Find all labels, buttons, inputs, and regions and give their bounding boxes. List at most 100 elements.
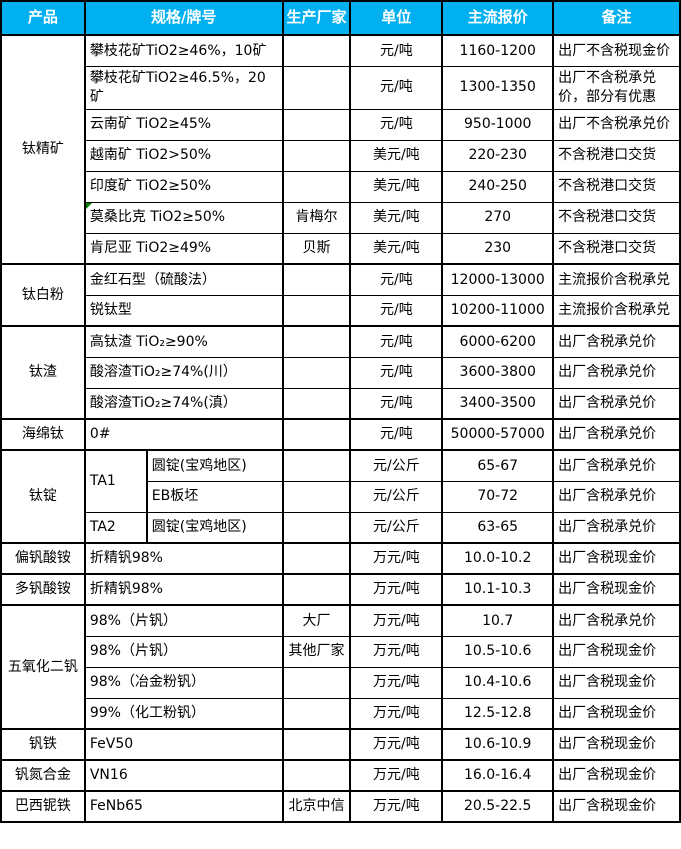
spec-cell: 99%（化工粉钒） (83, 697, 284, 730)
col-header-product: 产品 (0, 0, 86, 36)
price-cell: 10.1-10.3 (441, 573, 555, 606)
note-cell: 出厂不含税承兑价，部分有优惠 (552, 65, 681, 110)
spec-cell: 酸溶渣TiO₂≥74%(川） (83, 356, 284, 389)
form-cell: 圆锭(宝鸡地区) (145, 511, 284, 544)
manufacturer-cell (281, 542, 352, 575)
price-cell: 63-65 (441, 511, 555, 544)
product-cell: 钛白粉 (0, 263, 86, 327)
spec-cell: 98%（冶金粉钒） (83, 666, 284, 699)
manufacturer-cell (281, 511, 352, 544)
unit-cell: 元/公斤 (349, 449, 444, 482)
note-cell: 出厂不含税现金价 (552, 34, 681, 67)
price-cell: 12.5-12.8 (441, 697, 555, 730)
table-row: 锐钛型 元/吨 10200-11000 主流报价含税承兑 (1, 294, 681, 327)
table-row: 99%（化工粉钒） 万元/吨 12.5-12.8 出厂含税现金价 (1, 697, 681, 730)
note-cell: 出厂含税现金价 (552, 542, 681, 575)
note-cell: 出厂含税现金价 (552, 759, 681, 792)
note-cell: 出厂含税现金价 (552, 573, 681, 606)
spec-cell: 肯尼亚 TiO2≥49% (83, 232, 284, 265)
table-row: 海绵钛 0# 元/吨 50000-57000 出厂含税承兑价 (0, 418, 681, 451)
unit-cell: 元/公斤 (349, 480, 444, 513)
price-cell: 10.0-10.2 (441, 542, 555, 575)
table-row: 肯尼亚 TiO2≥49% 贝斯 美元/吨 230 不含税港口交货 (1, 232, 681, 265)
note-cell: 不含税港口交货 (552, 170, 681, 203)
price-cell: 950-1000 (441, 108, 555, 141)
note-cell: 出厂含税承兑价 (552, 387, 681, 420)
unit-cell: 美元/吨 (349, 232, 444, 265)
spec-text: 莫桑比克 TiO2≥50% (89, 209, 226, 226)
price-cell: 12000-13000 (441, 263, 555, 296)
spec-cell: 折精钒98% (83, 573, 284, 606)
table-row: 偏钒酸铵 折精钒98% 万元/吨 10.0-10.2 出厂含税现金价 (0, 542, 681, 575)
product-cell: 钒铁 (0, 728, 86, 761)
table-row: 五氧化二钒 98%（片钒） 大厂 万元/吨 10.7 出厂含税承兑价 (0, 604, 681, 730)
table-row: 巴西铌铁 FeNb65 北京中信 万元/吨 20.5-22.5 出厂含税现金价 (0, 790, 681, 823)
manufacturer-cell: 肯梅尔 (281, 201, 352, 234)
spec-cell: 0# (83, 418, 284, 451)
note-cell: 出厂含税现金价 (552, 697, 681, 730)
price-cell: 70-72 (441, 480, 555, 513)
product-cell: 多钒酸铵 (0, 573, 86, 606)
manufacturer-cell: 其他厂家 (281, 635, 352, 668)
note-cell: 出厂含税承兑价 (552, 604, 681, 637)
unit-cell: 万元/吨 (349, 635, 444, 668)
table-row: 印度矿 TiO2≥50% 美元/吨 240-250 不含税港口交货 (1, 170, 681, 203)
table-row: TA2 圆锭(宝鸡地区) 元/公斤 63-65 出厂含税承兑价 (1, 511, 681, 544)
price-cell: 270 (441, 201, 555, 234)
note-cell: 出厂含税现金价 (552, 728, 681, 761)
spec-cell: VN16 (83, 759, 284, 792)
spec-cell: 攀枝花矿TiO2≥46%，10矿 (83, 34, 284, 67)
price-cell: 50000-57000 (441, 418, 555, 451)
col-header-note: 备注 (552, 0, 681, 36)
unit-cell: 万元/吨 (349, 573, 444, 606)
note-cell: 出厂含税承兑价 (552, 449, 681, 482)
product-cell: 海绵钛 (0, 418, 86, 451)
note-cell: 出厂含税现金价 (552, 635, 681, 668)
note-cell: 出厂含税承兑价 (552, 480, 681, 513)
manufacturer-cell: 大厂 (281, 604, 352, 637)
price-cell: 20.5-22.5 (441, 790, 555, 823)
price-cell: 3600-3800 (441, 356, 555, 389)
note-cell: 出厂含税承兑价 (552, 511, 681, 544)
price-cell: 3400-3500 (441, 387, 555, 420)
price-cell: 10.5-10.6 (441, 635, 555, 668)
unit-cell: 元/吨 (349, 356, 444, 389)
unit-cell: 元/吨 (349, 387, 444, 420)
price-cell: 230 (441, 232, 555, 265)
table-row: 莫桑比克 TiO2≥50% 肯梅尔 美元/吨 270 不含税港口交货 (1, 201, 681, 234)
manufacturer-cell (281, 139, 352, 172)
manufacturer-cell: 贝斯 (281, 232, 352, 265)
product-cell: 五氧化二钒 (0, 604, 86, 730)
table-row: 攀枝花矿TiO2≥46.5%，20矿 元/吨 1300-1350 出厂不含税承兑… (1, 65, 681, 110)
unit-cell: 元/公斤 (349, 511, 444, 544)
table-row: 酸溶渣TiO₂≥74%(滇） 元/吨 3400-3500 出厂含税承兑价 (1, 387, 681, 420)
unit-cell: 元/吨 (349, 65, 444, 110)
unit-cell: 万元/吨 (349, 728, 444, 761)
spec-cell: 印度矿 TiO2≥50% (83, 170, 284, 203)
form-cell: EB板坯 (145, 480, 284, 513)
table-row: 钛锭 TA1 圆锭(宝鸡地区) 元/公斤 65-67 出厂含税承兑价 (0, 449, 681, 544)
table-row: 钒铁 FeV50 万元/吨 10.6-10.9 出厂含税现金价 (0, 728, 681, 761)
price-cell: 65-67 (441, 449, 555, 482)
product-cell: 偏钒酸铵 (0, 542, 86, 575)
price-cell: 1160-1200 (441, 34, 555, 67)
manufacturer-cell (281, 387, 352, 420)
price-cell: 220-230 (441, 139, 555, 172)
price-cell: 6000-6200 (441, 325, 555, 358)
note-cell: 出厂含税承兑价 (552, 356, 681, 389)
unit-cell: 元/吨 (349, 263, 444, 296)
unit-cell: 万元/吨 (349, 666, 444, 699)
manufacturer-cell (281, 65, 352, 110)
table-row: 钛白粉 金红石型（硫酸法） 元/吨 12000-13000 主流报价含税承兑 (0, 263, 681, 327)
manufacturer-cell: 北京中信 (281, 790, 352, 823)
manufacturer-cell (281, 449, 352, 482)
note-cell: 不含税港口交货 (552, 232, 681, 265)
price-cell: 10.6-10.9 (441, 728, 555, 761)
note-cell: 出厂含税承兑价 (552, 325, 681, 358)
manufacturer-cell (281, 666, 352, 699)
note-cell: 出厂含税承兑价 (552, 418, 681, 451)
col-header-manufacturer: 生产厂家 (281, 0, 352, 36)
spec-cell: FeNb65 (83, 790, 284, 823)
spec-cell: 高钛渣 TiO₂≥90% (83, 325, 284, 358)
spec-cell: 越南矿 TiO2>50% (83, 139, 284, 172)
